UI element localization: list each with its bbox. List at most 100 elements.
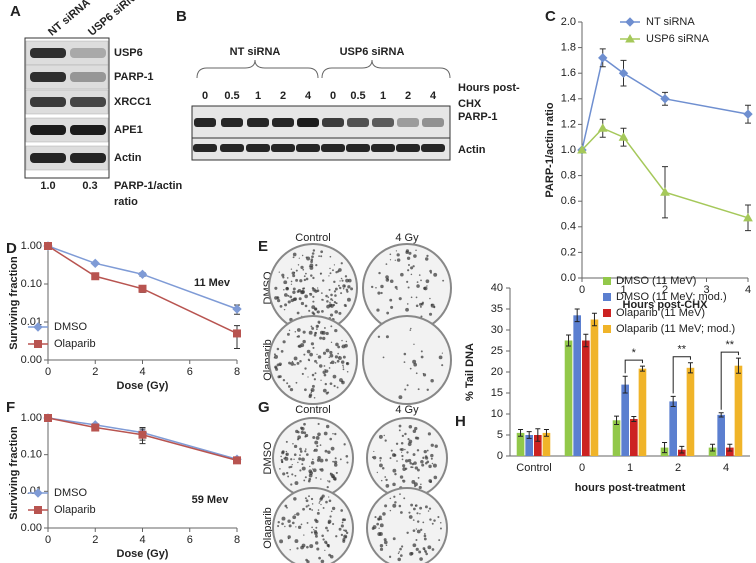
band	[70, 48, 106, 58]
ratio: 1.0	[40, 180, 55, 192]
colony	[317, 422, 320, 426]
colony	[324, 382, 327, 386]
colony	[299, 279, 303, 283]
colony	[313, 530, 318, 534]
column-label: NT siRNA	[46, 0, 93, 39]
colony	[414, 436, 418, 440]
colony	[338, 284, 340, 287]
colony	[333, 264, 336, 266]
colony	[389, 279, 394, 284]
colony	[342, 355, 346, 359]
x-tick-label: 4	[139, 534, 145, 546]
marker	[232, 304, 242, 314]
y-tick-label: 0.4	[561, 221, 576, 233]
colony	[312, 458, 314, 461]
colony	[289, 295, 293, 299]
colony	[325, 500, 328, 504]
colony	[377, 335, 381, 338]
colony	[293, 444, 298, 449]
colony	[406, 451, 409, 454]
colony	[310, 258, 314, 262]
colony	[281, 516, 286, 521]
colony	[381, 466, 385, 470]
colony	[344, 529, 348, 533]
colony	[376, 471, 378, 474]
colony	[308, 309, 311, 312]
colony	[423, 286, 428, 291]
colony	[283, 293, 288, 297]
colony	[341, 344, 346, 349]
colony	[302, 339, 306, 344]
colony	[334, 310, 338, 314]
colony	[330, 341, 333, 344]
colony	[312, 468, 314, 470]
colony	[333, 463, 338, 467]
y-tick-label: 35	[491, 303, 503, 315]
colony	[286, 506, 288, 509]
y-tick-label: 1.2	[561, 118, 576, 130]
colony	[303, 278, 307, 282]
colony	[303, 479, 306, 482]
colony	[313, 449, 316, 452]
x-tick-label: 8	[234, 534, 240, 546]
colony	[377, 291, 381, 295]
legend-label: Olaparib	[54, 338, 96, 350]
band	[247, 118, 269, 127]
error-bar	[622, 375, 628, 394]
colony	[336, 386, 339, 389]
colony	[297, 264, 300, 266]
ratio: 0.3	[82, 180, 97, 192]
colony	[290, 298, 294, 303]
colony	[284, 303, 288, 307]
colony	[398, 504, 402, 508]
colony	[311, 305, 316, 310]
y-tick-label: 25	[491, 345, 503, 357]
colony	[415, 528, 418, 530]
error-bar	[543, 429, 549, 437]
colony	[286, 382, 289, 385]
error-bar	[718, 412, 724, 418]
colony	[277, 521, 280, 524]
colony	[412, 519, 415, 521]
colony	[326, 304, 330, 309]
colony	[398, 297, 402, 301]
colony	[304, 476, 307, 479]
colony	[370, 285, 374, 289]
colony	[431, 548, 435, 551]
panel-label: C	[545, 8, 556, 25]
colony	[276, 347, 280, 351]
lane-label: 2	[280, 90, 286, 102]
band	[371, 144, 395, 152]
colony	[378, 515, 382, 519]
colony	[293, 363, 296, 366]
colony	[414, 466, 418, 470]
colony	[407, 458, 412, 463]
bar	[564, 340, 573, 456]
colony	[385, 478, 388, 482]
colony	[317, 456, 321, 460]
marker	[138, 430, 147, 439]
colony	[300, 301, 305, 306]
colony	[427, 432, 431, 436]
colony	[340, 262, 343, 265]
colony	[350, 287, 354, 291]
error-bar	[679, 445, 685, 454]
colony	[314, 289, 318, 293]
colony	[341, 380, 345, 385]
marker	[137, 269, 148, 280]
bar	[669, 401, 677, 456]
colony	[276, 299, 281, 303]
colony	[376, 522, 380, 526]
colony	[377, 532, 382, 536]
colony	[398, 424, 402, 428]
colony	[379, 547, 384, 551]
colony	[281, 451, 285, 455]
row-label: Olaparib	[262, 507, 274, 549]
y-tick-label: 0.2	[561, 246, 576, 258]
y-tick-label: 1.0	[561, 144, 576, 156]
band	[70, 97, 106, 107]
colony	[372, 525, 377, 530]
colony	[323, 373, 327, 377]
marker	[743, 212, 753, 222]
colony	[274, 286, 278, 290]
